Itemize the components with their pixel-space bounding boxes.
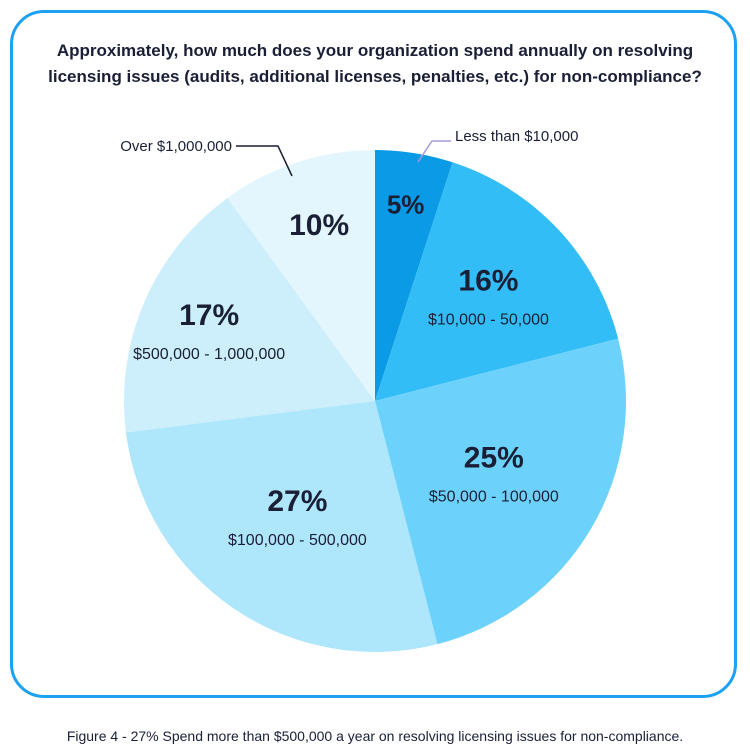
pie-slice [125,401,438,652]
pie-category-label: $500,000 - 1,000,000 [133,346,285,363]
pie-percent-label: 25% [464,441,524,474]
pie-slice [124,197,376,433]
pie-leader-line [236,145,293,177]
chart-title: Approximately, how much does your organi… [48,41,702,86]
pie-percent-label: 5% [387,190,425,220]
pie-category-label: $10,000 - 50,000 [428,311,549,328]
pie-category-label: Less than $10,000 [455,128,578,145]
pie-slice [227,150,375,401]
pie-percent-label: 10% [289,209,349,242]
pie-percent-label: 16% [458,264,518,297]
figure-caption: Figure 4 - 27% Spend more than $500,000 … [66,728,684,744]
pie-category-label: $100,000 - 500,000 [228,532,367,549]
pie-slice [375,150,453,401]
pie-slice [375,162,619,401]
pie-category-label: $50,000 - 100,000 [429,488,559,505]
pie-percent-label: 17% [179,299,239,332]
pie-percent-label: 27% [267,485,327,518]
pie-category-label: Over $1,000,000 [120,138,232,155]
pie-slice [375,338,626,645]
pie-leader-line [417,140,451,163]
